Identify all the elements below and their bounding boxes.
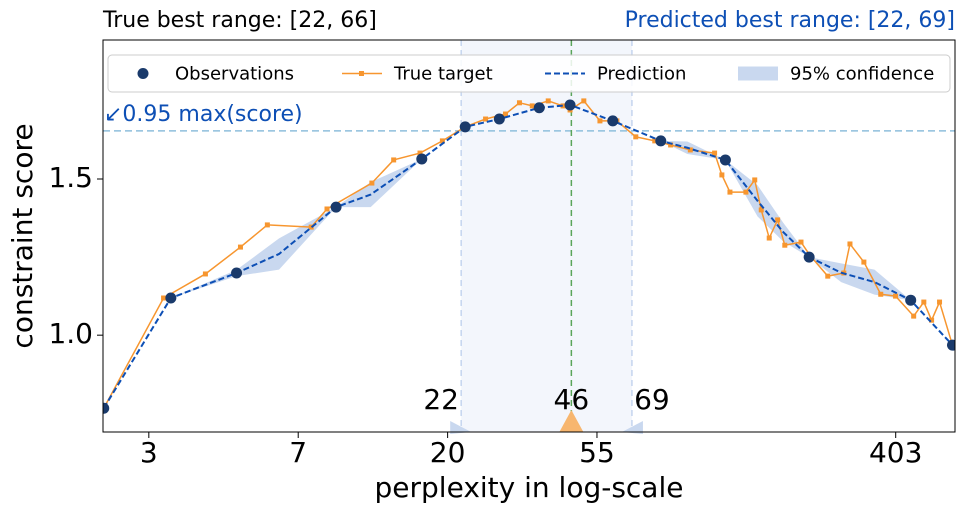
target-point [687,147,693,153]
observation [803,251,815,263]
target-point [161,295,167,301]
legend-label: Observations [175,64,294,85]
threshold-label: ↙0.95 max(score) [104,102,303,127]
observation [493,113,505,125]
y-axis-label: constraint score [6,123,39,348]
target-point [545,98,551,104]
observation [719,154,731,166]
target-point [775,217,781,223]
range-label: 69 [634,383,670,416]
best-label: 46 [554,383,590,416]
observation [655,135,667,147]
target-point [581,98,587,104]
target-point [911,313,917,319]
best-range [461,40,632,432]
observation [946,339,955,351]
legend-label: Prediction [597,64,686,85]
observation [905,294,917,306]
target-point [652,138,658,144]
target-point [529,103,535,109]
observation [231,267,243,279]
target-point [391,157,397,163]
observation [416,153,428,165]
target-point [921,299,927,305]
range-marker [621,421,643,434]
target-point [766,235,772,241]
target-point [439,138,445,144]
target-point [752,177,758,183]
best-marker [559,410,584,432]
target-point [483,116,489,122]
range-marker [450,421,472,434]
legend-label: True target [393,64,493,85]
observation [165,292,177,304]
target-point [597,118,603,124]
target-point [324,206,330,212]
observation [459,121,471,133]
target-point [937,299,943,305]
observation [607,115,619,127]
observation [533,102,545,114]
legend-swatch [738,66,778,81]
observation [564,99,576,111]
target-point [743,189,749,195]
range-label: 22 [423,383,459,416]
plot-frame [102,39,956,433]
target-point [237,244,243,250]
x-tick-label: 7 [289,436,307,469]
target-point [516,100,522,106]
legend-swatch [359,71,364,76]
target-point [727,189,733,195]
target-point [758,207,764,213]
legend-box [107,54,951,93]
target-point [847,241,853,247]
target-point [369,180,375,186]
target-point [668,142,674,148]
legend-swatch [137,68,149,79]
y-tick-label: 1.5 [48,161,93,194]
x-tick-label: 20 [430,436,466,469]
target-point [264,222,270,228]
target-point [719,172,725,178]
target-point [633,134,639,140]
target-point [878,291,884,297]
target-point [893,293,899,299]
target-point [798,239,804,245]
target-point [782,242,788,248]
plot-area [103,40,955,432]
target-point [417,150,423,156]
target-point [861,259,867,265]
x-tick-label: 55 [579,436,615,469]
target-point [503,111,509,117]
target-point [560,103,566,109]
series-line [103,103,954,409]
x-tick-label: 403 [869,436,922,469]
target-point [308,224,314,230]
observation [103,402,110,414]
x-tick-label: 3 [140,436,158,469]
observation [330,201,342,213]
x-axis-label: perplexity in log-scale [375,471,684,504]
legend-label: 95% confidence [790,64,934,85]
confidence-band [103,104,953,409]
target-point [712,150,718,156]
target-point [202,271,208,277]
y-tick-label: 1.0 [48,317,93,350]
title-left: True best range: [22, 66] [102,8,377,33]
title-right: Predicted best range: [22, 69] [625,8,955,33]
target-point [929,317,935,323]
target-point [825,273,831,279]
